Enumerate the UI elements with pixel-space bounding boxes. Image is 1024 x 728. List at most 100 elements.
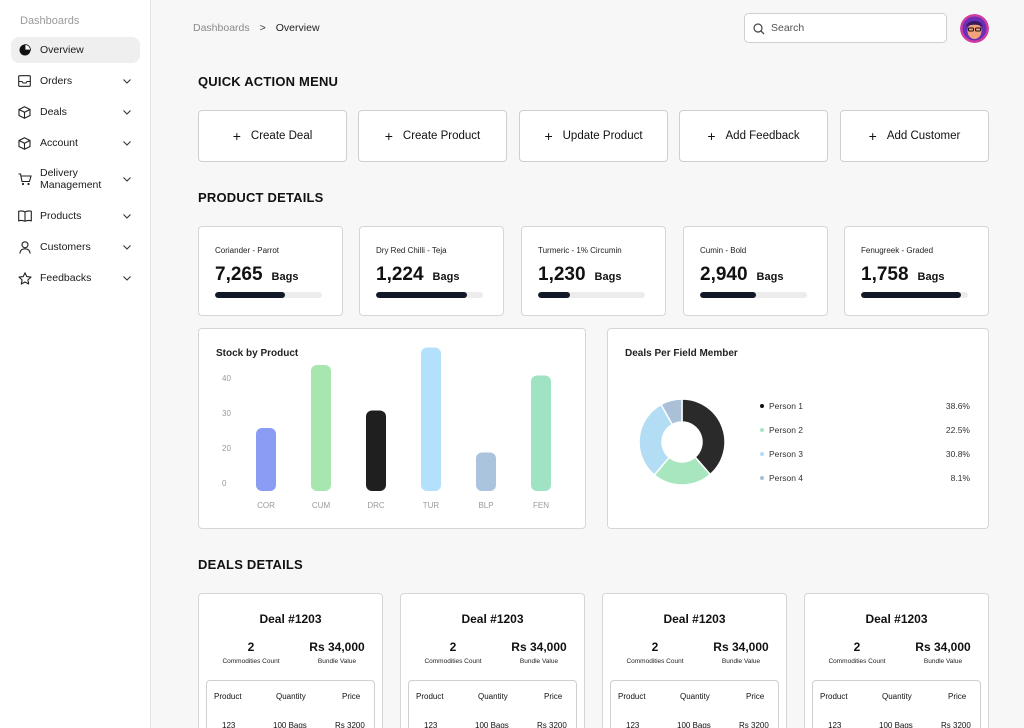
product-name: Fenugreek - Graded [861,246,934,255]
sidebar-item-label: Overview [40,44,84,56]
bar-fen[interactable] [531,375,551,492]
product-unit: Bags [594,271,622,283]
deals-donut-chart [638,398,726,486]
commodities-count-label: Commodities Count [626,658,684,665]
table-cell-product: 123 [424,721,438,728]
bundle-value: Rs 34,000 [511,640,567,654]
legend-value: 22.5% [945,425,970,435]
table-cell-quantity: 100 Bags [273,721,307,728]
add-feedback-button[interactable]: + Add Feedback [679,110,828,162]
product-name: Dry Red Chilli - Teja [376,246,447,255]
sidebar-item-products[interactable]: Products [11,203,140,229]
table-cell-quantity: 100 Bags [475,721,509,728]
column-header-quantity: Quantity [680,692,710,701]
donut-slice-1[interactable] [681,398,726,476]
deal-items-table: Product Quantity Price 123 100 Bags Rs 3200 [610,680,779,728]
deal-items-table: Product Quantity Price 123 100 Bags Rs 3200 [408,680,577,728]
bar-blp[interactable] [476,452,496,492]
column-header-quantity: Quantity [882,692,912,701]
plus-icon: + [384,128,393,144]
commodities-count: 2 [651,640,659,654]
product-card[interactable]: Dry Red Chilli - Teja 1,224 Bags [359,226,504,316]
product-card[interactable]: Cumin - Bold 2,940 Bags [683,226,828,316]
y-tick-label: 20 [222,444,231,453]
sidebar-item-overview[interactable]: Overview [11,37,140,63]
product-unit: Bags [756,271,784,283]
create-product-button[interactable]: + Create Product [358,110,507,162]
sidebar-item-label: Feedbacks [40,272,92,284]
bar-cum[interactable] [311,365,331,491]
sidebar-item-label: Delivery Management [40,167,102,191]
deal-card[interactable]: Deal #1203 2 Commodities Count Rs 34,000 Bun… [602,593,787,728]
column-header-price: Price [544,692,563,701]
plus-icon: + [868,128,877,144]
column-header-product: Product [820,692,848,701]
legend-item: Person 1 38.6% [760,401,970,411]
deal-card[interactable]: Deal #1203 2 Commodities Count Rs 34,000 Bun… [804,593,989,728]
create-deal-button[interactable]: + Create Deal [198,110,347,162]
bundle-value: Rs 34,000 [309,640,365,654]
product-quantity: 1,230 [538,264,586,285]
table-cell-product: 123 [626,721,640,728]
user-icon [17,240,32,255]
cart-icon [17,172,32,187]
sidebar-item-customers[interactable]: Customers [11,234,140,260]
legend-value: 38.6% [945,401,970,411]
column-header-price: Price [746,692,765,701]
search-input[interactable] [771,22,931,34]
plus-icon: + [544,128,553,144]
product-name: Coriander - Parrot [215,246,280,255]
table-cell-price: Rs 3200 [335,721,365,728]
column-header-quantity: Quantity [276,692,306,701]
legend-value: 8.1% [950,473,970,483]
sidebar-item-account[interactable]: Account [11,130,140,156]
product-card[interactable]: Turmeric - 1% Circumin 1,230 Bags [521,226,666,316]
chart-title: Stock by Product [216,348,299,359]
sidebar-item-deals[interactable]: Deals [11,99,140,125]
commodities-count-label: Commodities Count [222,658,280,665]
table-cell-price: Rs 3200 [739,721,769,728]
product-card[interactable]: Coriander - Parrot 7,265 Bags [198,226,343,316]
sidebar-item-feedbacks[interactable]: Feedbacks [11,265,140,291]
product-name: Turmeric - 1% Circumin [538,246,622,255]
commodities-count-label: Commodities Count [424,658,482,665]
product-card[interactable]: Fenugreek - Graded 1,758 Bags [844,226,989,316]
bar-drc[interactable] [366,410,386,492]
chevron-down-icon [122,138,132,148]
donut-slice-3[interactable] [638,403,674,477]
stock-progress-fill [700,292,756,298]
table-cell-product: 123 [828,721,842,728]
update-product-button[interactable]: + Update Product [519,110,668,162]
donut-slice-4[interactable] [660,398,683,426]
legend-dot [760,452,764,456]
chevron-down-icon [122,242,132,252]
sidebar-item-delivery-management[interactable]: Delivery Management [11,164,140,194]
commodities-count: 2 [247,640,255,654]
avatar[interactable] [960,14,989,43]
x-tick-label: FEN [533,501,549,510]
inbox-icon [17,74,32,89]
button-label: Add Feedback [725,130,800,142]
deal-title: Deal #1203 [663,612,726,626]
chart-title: Deals Per Field Member [625,348,738,359]
stock-bar-chart: 0 20 30 40 COR CUM DRC TUR BLP FEN [222,347,551,510]
breadcrumb: Dashboards > Overview [193,22,320,34]
bar-tur[interactable] [421,347,441,492]
breadcrumb-root[interactable]: Dashboards [193,22,250,34]
x-tick-label: BLP [478,501,493,510]
breadcrumb-separator: > [259,22,266,34]
y-tick-label: 30 [222,409,231,418]
legend-label: Person 2 [769,425,804,435]
star-icon [17,271,32,286]
product-quantity: 1,224 [376,264,424,285]
stock-progress-fill [376,292,467,298]
commodities-count-label: Commodities Count [828,658,886,665]
bar-cor[interactable] [256,428,276,491]
add-customer-button[interactable]: + Add Customer [840,110,989,162]
search-box[interactable] [744,13,947,43]
sidebar-item-orders[interactable]: Orders [11,68,140,94]
deal-card[interactable]: Deal #1203 2 Commodities Count Rs 34,000 Bun… [198,593,383,728]
stock-progress-bar [376,292,483,298]
deal-card[interactable]: Deal #1203 2 Commodities Count Rs 34,000 Bun… [400,593,585,728]
button-label: Add Customer [886,130,961,142]
